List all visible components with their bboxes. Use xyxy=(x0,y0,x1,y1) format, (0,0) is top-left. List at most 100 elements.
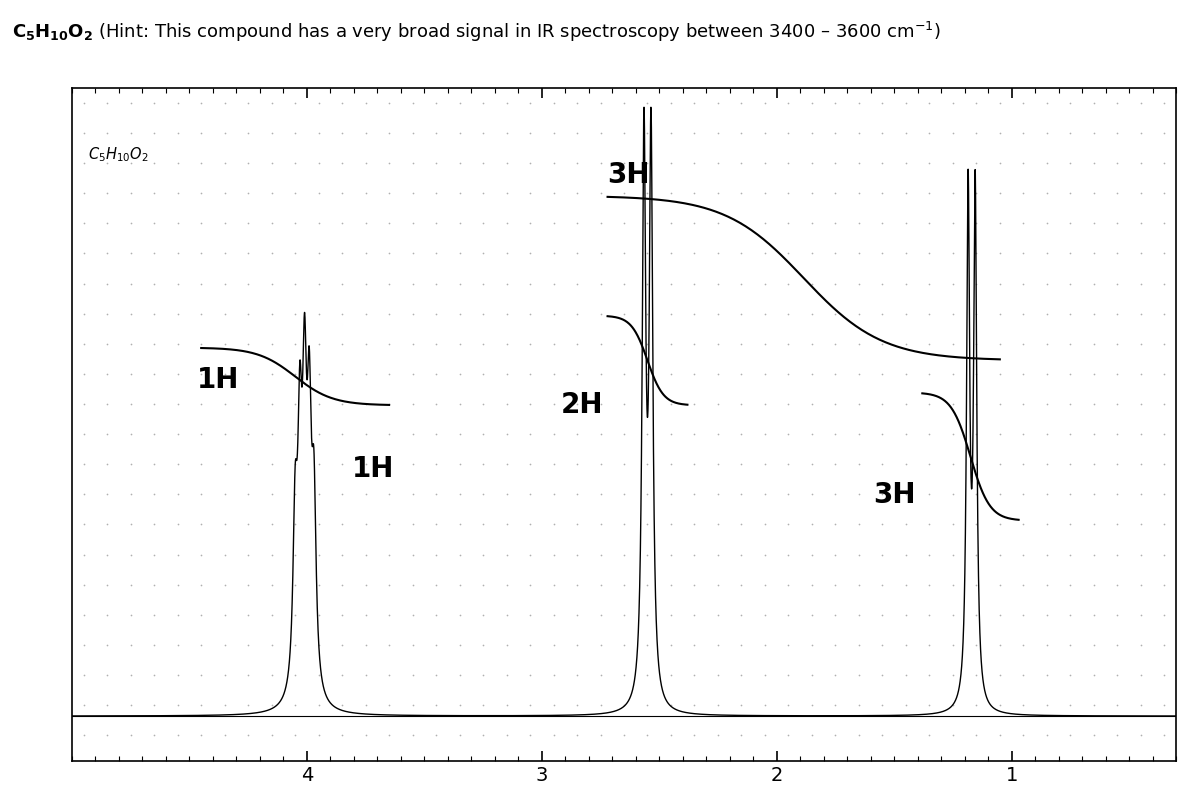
Point xyxy=(474,337,493,350)
Point xyxy=(356,397,376,410)
Point xyxy=(896,698,916,711)
Point xyxy=(661,638,680,651)
Point xyxy=(521,368,540,380)
Point xyxy=(521,458,540,471)
Point xyxy=(967,157,986,170)
Point xyxy=(121,217,140,230)
Point xyxy=(74,458,94,471)
Point xyxy=(896,548,916,561)
Point xyxy=(661,337,680,350)
Point xyxy=(850,458,869,471)
Point xyxy=(497,548,516,561)
Point xyxy=(638,729,658,742)
Point xyxy=(990,578,1009,591)
Point xyxy=(1061,277,1080,290)
Point xyxy=(568,518,587,531)
Point xyxy=(967,518,986,531)
Point xyxy=(803,337,822,350)
Point xyxy=(919,578,938,591)
Point xyxy=(896,368,916,380)
Point xyxy=(521,488,540,501)
Point xyxy=(1037,397,1056,410)
Point xyxy=(708,368,727,380)
Point xyxy=(286,609,305,622)
Point xyxy=(74,277,94,290)
Point xyxy=(192,609,211,622)
Point xyxy=(262,518,281,531)
Point xyxy=(145,187,164,199)
Point xyxy=(1061,518,1080,531)
Point xyxy=(708,428,727,441)
Point xyxy=(192,308,211,320)
Point xyxy=(474,157,493,170)
Point xyxy=(1154,308,1174,320)
Point xyxy=(544,638,563,651)
Point xyxy=(990,127,1009,139)
Point xyxy=(286,337,305,350)
Point xyxy=(521,698,540,711)
Point xyxy=(121,187,140,199)
Point xyxy=(850,157,869,170)
Point xyxy=(708,698,727,711)
Point xyxy=(1154,548,1174,561)
Point xyxy=(1132,127,1151,139)
Point xyxy=(590,578,610,591)
Point xyxy=(779,247,798,260)
Point xyxy=(990,308,1009,320)
Point xyxy=(168,698,187,711)
Point xyxy=(1084,96,1103,109)
Point xyxy=(1061,127,1080,139)
Point xyxy=(732,247,751,260)
Point xyxy=(1108,277,1127,290)
Point xyxy=(779,698,798,711)
Point xyxy=(685,669,704,682)
Point xyxy=(286,698,305,711)
Point xyxy=(286,578,305,591)
Point xyxy=(145,96,164,109)
Point xyxy=(544,397,563,410)
Point xyxy=(215,458,234,471)
Point xyxy=(239,609,258,622)
Text: 3H: 3H xyxy=(607,161,650,188)
Point xyxy=(614,217,634,230)
Point xyxy=(474,488,493,501)
Point xyxy=(638,518,658,531)
Point xyxy=(1014,609,1033,622)
Point xyxy=(568,548,587,561)
Point xyxy=(568,157,587,170)
Point xyxy=(943,157,962,170)
Point xyxy=(474,187,493,199)
Point xyxy=(403,247,422,260)
Point xyxy=(943,247,962,260)
Point xyxy=(403,669,422,682)
Point xyxy=(215,669,234,682)
Point xyxy=(450,548,469,561)
Point xyxy=(239,428,258,441)
Point xyxy=(1108,247,1127,260)
Point xyxy=(779,428,798,441)
Point xyxy=(497,277,516,290)
Point xyxy=(1014,277,1033,290)
Point xyxy=(403,518,422,531)
Point xyxy=(497,187,516,199)
Point xyxy=(310,518,329,531)
Point xyxy=(755,548,774,561)
Point xyxy=(590,488,610,501)
Point xyxy=(919,96,938,109)
Point xyxy=(356,127,376,139)
Point xyxy=(803,217,822,230)
Point xyxy=(121,548,140,561)
Point xyxy=(239,698,258,711)
Point xyxy=(638,157,658,170)
Point xyxy=(286,669,305,682)
Point xyxy=(568,698,587,711)
Point xyxy=(779,397,798,410)
Point xyxy=(568,638,587,651)
Point xyxy=(638,397,658,410)
Point xyxy=(1084,217,1103,230)
Point xyxy=(145,669,164,682)
Point xyxy=(1154,698,1174,711)
Point xyxy=(145,609,164,622)
Point xyxy=(74,488,94,501)
Point xyxy=(450,157,469,170)
